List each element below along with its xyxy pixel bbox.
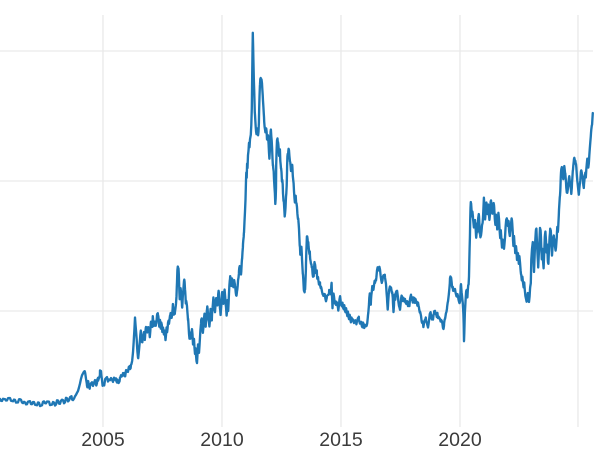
svg-text:2020: 2020 (438, 429, 482, 450)
svg-text:2015: 2015 (319, 429, 363, 450)
svg-text:2005: 2005 (81, 429, 125, 450)
svg-text:2010: 2010 (200, 429, 244, 450)
